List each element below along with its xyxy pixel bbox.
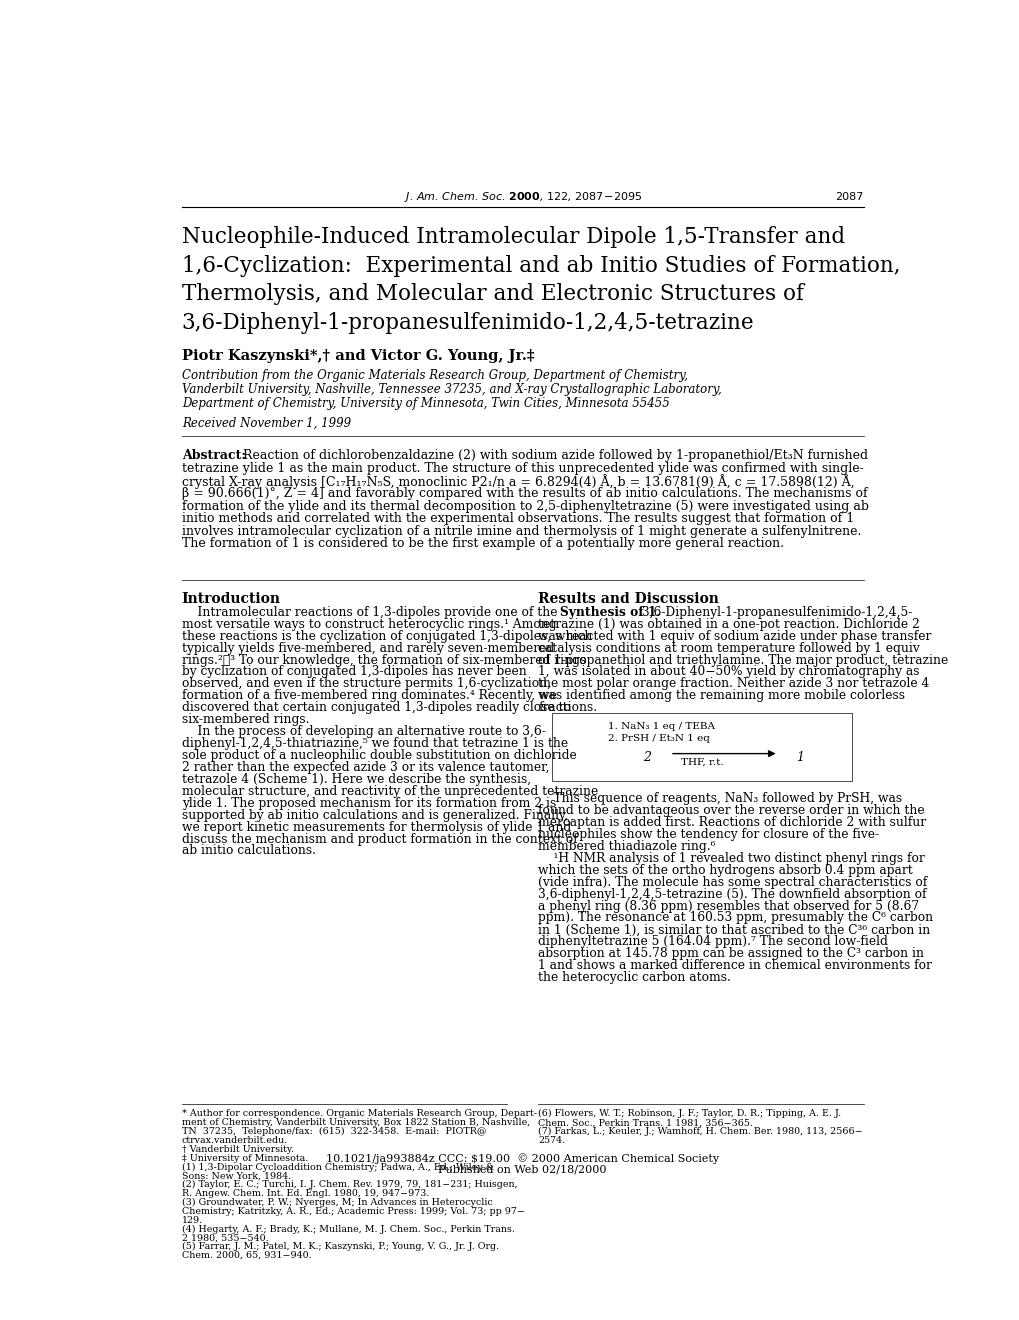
Text: ‡ University of Minnesota.: ‡ University of Minnesota. — [181, 1154, 308, 1163]
Text: This sequence of reagents, NaN₃ followed by PrSH, was: This sequence of reagents, NaN₃ followed… — [538, 792, 902, 805]
Text: Reaction of dichlorobenzaldazine (2) with sodium azide followed by 1-propanethio: Reaction of dichlorobenzaldazine (2) wit… — [238, 449, 867, 462]
Text: Sons: New York, 1984.: Sons: New York, 1984. — [181, 1171, 290, 1180]
Text: 1 and shows a marked difference in chemical environments for: 1 and shows a marked difference in chemi… — [538, 960, 931, 973]
Text: discovered that certain conjugated 1,3-dipoles readily close to: discovered that certain conjugated 1,3-d… — [181, 701, 570, 714]
Text: Published on Web 02/18/2000: Published on Web 02/18/2000 — [438, 1164, 606, 1173]
Bar — [551, 713, 851, 780]
Text: mercaptan is added first. Reactions of dichloride 2 with sulfur: mercaptan is added first. Reactions of d… — [538, 816, 925, 829]
Text: typically yields five-membered, and rarely seven-membered: typically yields five-membered, and rare… — [181, 642, 553, 655]
Text: Contribution from the Organic Materials Research Group, Department of Chemistry,: Contribution from the Organic Materials … — [181, 370, 687, 383]
Text: was reacted with 1 equiv of sodium azide under phase transfer: was reacted with 1 equiv of sodium azide… — [538, 630, 930, 643]
Text: sole product of a nucleophilic double substitution on dichloride: sole product of a nucleophilic double su… — [181, 748, 576, 762]
Text: 3,6-Diphenyl-1-propanesulfenimido-1,2,4,5-: 3,6-Diphenyl-1-propanesulfenimido-1,2,4,… — [637, 606, 911, 619]
Text: (5) Farrar, J. M.; Patel, M. K.; Kaszynski, P.; Young, V. G., Jr. J. Org.: (5) Farrar, J. M.; Patel, M. K.; Kaszyns… — [181, 1242, 498, 1251]
Text: ppm). The resonance at 160.53 ppm, presumably the C⁶ carbon: ppm). The resonance at 160.53 ppm, presu… — [538, 912, 932, 924]
Text: tetrazole 4 (Scheme 1). Here we describe the synthesis,: tetrazole 4 (Scheme 1). Here we describe… — [181, 774, 530, 785]
Text: β = 90.666(1)°, Z = 4] and favorably compared with the results of ab initio calc: β = 90.666(1)°, Z = 4] and favorably com… — [181, 487, 866, 500]
Text: supported by ab initio calculations and is generalized. Finally,: supported by ab initio calculations and … — [181, 809, 568, 821]
Text: 1, was isolated in about 40−50% yield by chromatography as: 1, was isolated in about 40−50% yield by… — [538, 665, 919, 678]
Text: (1) 1,3-Dipolar Cycloaddition Chemistry; Padwa, A., Ed.; Wiley &: (1) 1,3-Dipolar Cycloaddition Chemistry;… — [181, 1163, 493, 1172]
Text: R. Angew. Chem. Int. Ed. Engl. 1980, 19, 947−973.: R. Angew. Chem. Int. Ed. Engl. 1980, 19,… — [181, 1189, 429, 1199]
Text: 1: 1 — [796, 751, 803, 764]
Text: ctrvax.vanderbilt.edu.: ctrvax.vanderbilt.edu. — [181, 1137, 287, 1144]
Text: initio methods and correlated with the experimental observations. The results su: initio methods and correlated with the e… — [181, 512, 853, 525]
Text: Department of Chemistry, University of Minnesota, Twin Cities, Minnesota 55455: Department of Chemistry, University of M… — [181, 397, 668, 411]
Text: catalysis conditions at room temperature followed by 1 equiv: catalysis conditions at room temperature… — [538, 642, 919, 655]
Text: tetrazine (1) was obtained in a one-pot reaction. Dichloride 2: tetrazine (1) was obtained in a one-pot … — [538, 618, 919, 631]
Text: (3) Groundwater, P. W.; Nyerges, M; In Advances in Heterocyclic: (3) Groundwater, P. W.; Nyerges, M; In A… — [181, 1199, 492, 1206]
Text: ab initio calculations.: ab initio calculations. — [181, 845, 316, 858]
Text: Vanderbilt University, Nashville, Tennessee 37235, and X-ray Crystallographic La: Vanderbilt University, Nashville, Tennes… — [181, 383, 720, 396]
Text: (4) Hegarty, A. F.; Brady, K.; Mullane, M. J. Chem. Soc., Perkin Trans.: (4) Hegarty, A. F.; Brady, K.; Mullane, … — [181, 1225, 515, 1234]
Text: diphenyl-1,2,4,5-thiatriazine,⁵ we found that tetrazine 1 is the: diphenyl-1,2,4,5-thiatriazine,⁵ we found… — [181, 737, 568, 750]
Text: Results and Discussion: Results and Discussion — [538, 591, 718, 606]
Text: In the process of developing an alternative route to 3,6-: In the process of developing an alternat… — [181, 725, 545, 738]
Text: six-membered rings.: six-membered rings. — [181, 713, 309, 726]
Text: involves intramolecular cyclization of a nitrile imine and thermolysis of 1 migh: involves intramolecular cyclization of a… — [181, 525, 860, 537]
Text: found to be advantageous over the reverse order in which the: found to be advantageous over the revers… — [538, 804, 924, 817]
Text: most versatile ways to construct heterocyclic rings.¹ Among: most versatile ways to construct heteroc… — [181, 618, 555, 631]
Text: Piotr Kaszynski*,† and Victor G. Young, Jr.‡: Piotr Kaszynski*,† and Victor G. Young, … — [181, 350, 534, 363]
Text: nucleophiles show the tendency for closure of the five-: nucleophiles show the tendency for closu… — [538, 828, 878, 841]
Text: $J$. $Am$. $Chem$. $Soc$. $\mathbf{2000}$, $122$, $2087\!-\!2095$: $J$. $Am$. $Chem$. $Soc$. $\mathbf{2000}… — [404, 190, 641, 203]
Text: Thermolysis, and Molecular and Electronic Structures of: Thermolysis, and Molecular and Electroni… — [181, 284, 803, 305]
Text: Chemistry; Katritzky, A. R., Ed.; Academic Press: 1999; Vol. 73; pp 97−: Chemistry; Katritzky, A. R., Ed.; Academ… — [181, 1206, 524, 1216]
Text: we report kinetic measurements for thermolysis of ylide 1 and: we report kinetic measurements for therm… — [181, 821, 571, 834]
Text: (vide infra). The molecule has some spectral characteristics of: (vide infra). The molecule has some spec… — [538, 875, 926, 888]
Text: ment of Chemistry, Vanderbilt University, Box 1822 Station B, Nashville,: ment of Chemistry, Vanderbilt University… — [181, 1118, 530, 1127]
Text: absorption at 145.78 ppm can be assigned to the C³ carbon in: absorption at 145.78 ppm can be assigned… — [538, 948, 923, 960]
Text: by cyclization of conjugated 1,3-dipoles has never been: by cyclization of conjugated 1,3-dipoles… — [181, 665, 526, 678]
Text: 1,6-Cyclization:  Experimental and ab Initio Studies of Formation,: 1,6-Cyclization: Experimental and ab Ini… — [181, 255, 900, 277]
Text: Chem. Soc., Perkin Trans. 1 1981, 356−365.: Chem. Soc., Perkin Trans. 1 1981, 356−36… — [538, 1118, 752, 1127]
Text: crystal X-ray analysis [C₁₇H₁₇N₅S, monoclinic P2₁/n a = 6.8294(4) Å, b = 13.6781: crystal X-ray analysis [C₁₇H₁₇N₅S, monoc… — [181, 475, 854, 490]
Text: was identified among the remaining more mobile colorless: was identified among the remaining more … — [538, 689, 905, 702]
Text: Synthesis of 1.: Synthesis of 1. — [559, 606, 660, 619]
Text: (6) Flowers, W. T.; Robinson, J. F.; Taylor, D. R.; Tipping, A. E. J.: (6) Flowers, W. T.; Robinson, J. F.; Tay… — [538, 1109, 841, 1118]
Text: 129.: 129. — [181, 1216, 203, 1225]
Text: the heterocyclic carbon atoms.: the heterocyclic carbon atoms. — [538, 972, 731, 985]
Text: Introduction: Introduction — [181, 591, 280, 606]
Text: in 1 (Scheme 1), is similar to that ascribed to the C³⁶ carbon in: in 1 (Scheme 1), is similar to that ascr… — [538, 924, 929, 936]
Text: tetrazine ylide 1 as the main product. The structure of this unprecedented ylide: tetrazine ylide 1 as the main product. T… — [181, 462, 863, 475]
Text: Abstract:: Abstract: — [181, 449, 246, 462]
Text: (7) Farkas, L.; Keuler, J.; Wamhoff, H. Chem. Ber. 1980, 113, 2566−: (7) Farkas, L.; Keuler, J.; Wamhoff, H. … — [538, 1127, 862, 1137]
Text: the most polar orange fraction. Neither azide 3 nor tetrazole 4: the most polar orange fraction. Neither … — [538, 677, 928, 690]
Text: 2 1980, 535−540.: 2 1980, 535−540. — [181, 1233, 268, 1242]
Text: Received November 1, 1999: Received November 1, 1999 — [181, 417, 351, 430]
Text: The formation of 1 is considered to be the first example of a potentially more g: The formation of 1 is considered to be t… — [181, 537, 783, 550]
Text: which the sets of the ortho hydrogens absorb 0.4 ppm apart: which the sets of the ortho hydrogens ab… — [538, 863, 912, 876]
Text: 10.1021/ja993884z CCC: $19.00  © 2000 American Chemical Society: 10.1021/ja993884z CCC: $19.00 © 2000 Ame… — [326, 1154, 718, 1164]
Text: 2. PrSH / Et₃N 1 eq: 2. PrSH / Et₃N 1 eq — [607, 734, 709, 743]
Text: TN  37235,  Telephone/fax:  (615)  322-3458.  E-mail:  PIOTR@: TN 37235, Telephone/fax: (615) 322-3458.… — [181, 1127, 486, 1137]
Text: Nucleophile-Induced Intramolecular Dipole 1,5-Transfer and: Nucleophile-Induced Intramolecular Dipol… — [181, 226, 844, 248]
Text: formation of the ylide and its thermal decomposition to 2,5-diphenyltetrazine (5: formation of the ylide and its thermal d… — [181, 500, 868, 512]
Text: 2574.: 2574. — [538, 1137, 565, 1144]
Text: (2) Taylor, E. C.; Turchi, I. J. Chem. Rev. 1979, 79, 181−231; Huisgen,: (2) Taylor, E. C.; Turchi, I. J. Chem. R… — [181, 1180, 517, 1189]
Text: Chem. 2000, 65, 931−940.: Chem. 2000, 65, 931−940. — [181, 1251, 311, 1261]
Text: 2: 2 — [642, 751, 650, 764]
Text: ¹H NMR analysis of 1 revealed two distinct phenyl rings for: ¹H NMR analysis of 1 revealed two distin… — [538, 851, 924, 865]
Text: 3,6-Diphenyl-1-propanesulfenimido-1,2,4,5-tetrazine: 3,6-Diphenyl-1-propanesulfenimido-1,2,4,… — [181, 312, 754, 334]
Text: 2087: 2087 — [835, 191, 863, 202]
Text: fractions.: fractions. — [538, 701, 597, 714]
Text: discuss the mechanism and product formation in the context of: discuss the mechanism and product format… — [181, 833, 577, 846]
Text: of 1-propanethiol and triethylamine. The major product, tetrazine: of 1-propanethiol and triethylamine. The… — [538, 653, 948, 667]
Text: THF, r.t.: THF, r.t. — [681, 758, 723, 767]
Text: molecular structure, and reactivity of the unprecedented tetrazine: molecular structure, and reactivity of t… — [181, 785, 597, 797]
Text: † Vanderbilt University.: † Vanderbilt University. — [181, 1144, 293, 1154]
Text: these reactions is the cyclization of conjugated 1,3-dipoles, which: these reactions is the cyclization of co… — [181, 630, 592, 643]
Text: a phenyl ring (8.36 ppm) resembles that observed for 5 (8.67: a phenyl ring (8.36 ppm) resembles that … — [538, 899, 918, 912]
Text: diphenyltetrazine 5 (164.04 ppm).⁷ The second low-field: diphenyltetrazine 5 (164.04 ppm).⁷ The s… — [538, 936, 888, 948]
Text: Intramolecular reactions of 1,3-dipoles provide one of the: Intramolecular reactions of 1,3-dipoles … — [181, 606, 556, 619]
Text: membered thiadiazole ring.⁶: membered thiadiazole ring.⁶ — [538, 840, 715, 853]
Text: 3,6-diphenyl-1,2,4,5-tetrazine (5). The downfield absorption of: 3,6-diphenyl-1,2,4,5-tetrazine (5). The … — [538, 887, 926, 900]
Text: 2 rather than the expected azide 3 or its valence tautomer,: 2 rather than the expected azide 3 or it… — [181, 760, 548, 774]
Text: 1. NaN₃ 1 eq / TEBA: 1. NaN₃ 1 eq / TEBA — [607, 722, 714, 731]
Text: observed, and even if the structure permits 1,6-cyclization,: observed, and even if the structure perm… — [181, 677, 550, 690]
Text: formation of a five-membered ring dominates.⁴ Recently, we: formation of a five-membered ring domina… — [181, 689, 556, 702]
Text: * Author for correspondence. Organic Materials Research Group, Depart-: * Author for correspondence. Organic Mat… — [181, 1109, 536, 1118]
Text: ylide 1. The proposed mechanism for its formation from 2 is: ylide 1. The proposed mechanism for its … — [181, 797, 555, 809]
Text: rings.²‧³ To our knowledge, the formation of six-membered rings: rings.²‧³ To our knowledge, the formatio… — [181, 653, 586, 667]
